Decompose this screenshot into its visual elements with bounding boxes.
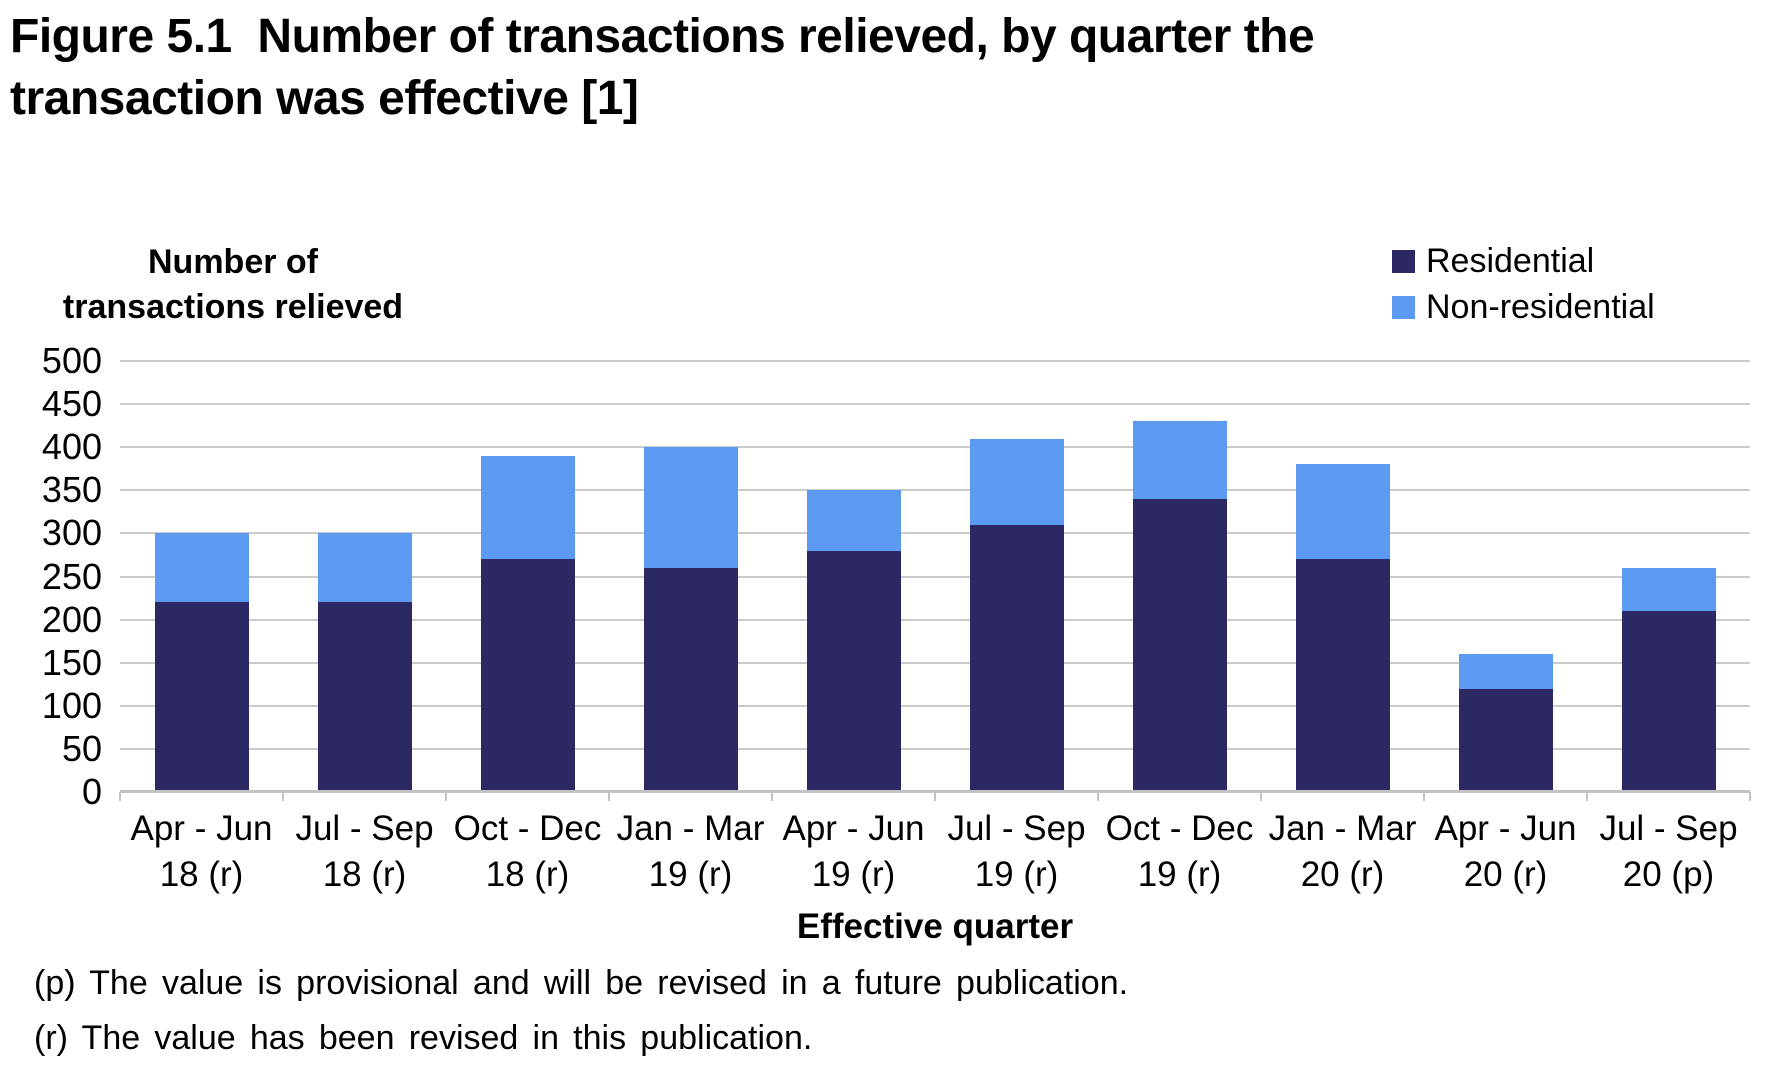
bar-segment-residential (1295, 559, 1390, 792)
bar-slot (283, 361, 446, 792)
x-tick-label: Apr - Jun 18 (r) (130, 809, 273, 894)
y-axis-tick-labels: 500 450 400 350 300 250 200 150 100 50 0 (0, 340, 102, 812)
bar-segment-non-residential (969, 438, 1064, 525)
bar-segment-residential (806, 550, 901, 792)
bar-segment-non-residential (480, 455, 575, 560)
bar-segment-residential (1621, 610, 1716, 792)
bar-slot (120, 361, 283, 792)
bar-segment-residential (317, 602, 412, 792)
bars (120, 361, 1750, 792)
bar-segment-residential (969, 524, 1064, 792)
gridline (120, 403, 1750, 406)
footnote-revised: (r) The value has been revised in this p… (34, 1019, 813, 1057)
gridline (120, 661, 1750, 664)
y-tick-label: 0 (81, 771, 102, 812)
y-tick-label: 400 (41, 426, 102, 468)
bar-segment-non-residential (1132, 421, 1227, 499)
footnote-provisional: (p) The value is provisional and will be… (34, 964, 1129, 1002)
y-tick-label: 250 (41, 555, 102, 597)
gridline (120, 747, 1750, 750)
bar-slot (609, 361, 772, 792)
y-axis-title: Number of transactions relieved (62, 243, 404, 326)
gridline (120, 360, 1750, 362)
bar-segment-residential (154, 602, 249, 792)
x-axis-tick-mark (1097, 792, 1099, 801)
y-tick-label: 200 (41, 598, 102, 640)
x-axis-tick-mark (1423, 792, 1425, 801)
legend-swatch-icon (1392, 249, 1415, 273)
gridline (120, 618, 1750, 621)
bar-slot (772, 361, 935, 792)
y-tick-label: 150 (41, 641, 102, 683)
bar-slot (935, 361, 1098, 792)
legend-item-residential: Residential (1392, 238, 1655, 284)
gridline (120, 446, 1750, 449)
bar-segment-residential (480, 559, 575, 792)
x-axis-tick-labels: Apr - Jun 18 (r) Jul - Sep 18 (r) Oct - De… (120, 806, 1750, 898)
x-tick-label: Jul - Sep 18 (r) (295, 809, 434, 894)
legend-label: Non-residential (1426, 287, 1655, 326)
legend-item-non-residential: Non-residential (1392, 284, 1655, 330)
legend: Residential Non-residential (1392, 238, 1655, 330)
plot-area (119, 360, 1751, 801)
x-axis-line (120, 790, 1750, 793)
x-axis-tick-mark (1260, 792, 1262, 801)
figure-title: Figure 5.1 Number of transactions reliev… (10, 10, 1315, 125)
bar-slot (1098, 361, 1261, 792)
gridline (120, 575, 1750, 578)
bar-segment-non-residential (154, 533, 249, 603)
x-tick-label: Apr - Jun 20 (r) (1434, 809, 1577, 894)
bar-segment-non-residential (1458, 654, 1553, 689)
x-axis-tick-mark (771, 792, 773, 801)
bar-segment-non-residential (1621, 567, 1716, 611)
bar-segment-non-residential (1295, 464, 1390, 560)
x-tick-label: Oct - Dec 19 (r) (1105, 809, 1254, 894)
x-axis-tick-mark (445, 792, 447, 801)
gridline (120, 489, 1750, 492)
y-tick-label: 100 (41, 684, 102, 726)
bar-slot (1587, 361, 1750, 792)
gridline (120, 532, 1750, 535)
legend-swatch-icon (1392, 295, 1415, 319)
footnotes: (p) The value is provisional and will be… (34, 956, 1128, 1066)
x-axis-tick-mark (119, 792, 121, 801)
x-axis-tick-mark (282, 792, 284, 801)
y-tick-label: 450 (41, 383, 102, 425)
x-tick-label: Jul - Sep 19 (r) (947, 809, 1086, 894)
y-tick-label: 300 (41, 512, 102, 554)
bar-slot (1424, 361, 1587, 792)
x-tick-label: Oct - Dec 18 (r) (453, 809, 602, 894)
x-axis-tick-mark (934, 792, 936, 801)
x-axis-tick-mark (1749, 792, 1751, 801)
legend-label: Residential (1426, 241, 1595, 280)
x-tick-label: Jan - Mar 20 (r) (1268, 809, 1417, 894)
y-tick-label: 500 (41, 340, 102, 381)
bar-segment-non-residential (806, 490, 901, 551)
bar-segment-non-residential (643, 447, 738, 568)
y-tick-label: 350 (41, 469, 102, 511)
bar-segment-non-residential (317, 533, 412, 603)
bar-slot (446, 361, 609, 792)
bar-segment-residential (643, 567, 738, 792)
x-axis-tick-mark (1586, 792, 1588, 801)
bar-slot (1261, 361, 1424, 792)
x-axis-title: Effective quarter (796, 907, 1074, 946)
x-tick-label: Jul - Sep 20 (p) (1599, 809, 1738, 894)
gridline (120, 704, 1750, 707)
bar-segment-residential (1132, 498, 1227, 792)
x-tick-label: Jan - Mar 19 (r) (616, 809, 765, 894)
x-tick-label: Apr - Jun 19 (r) (782, 809, 925, 894)
x-axis-tick-mark (608, 792, 610, 801)
bar-segment-residential (1458, 688, 1553, 792)
y-tick-label: 50 (61, 727, 102, 769)
